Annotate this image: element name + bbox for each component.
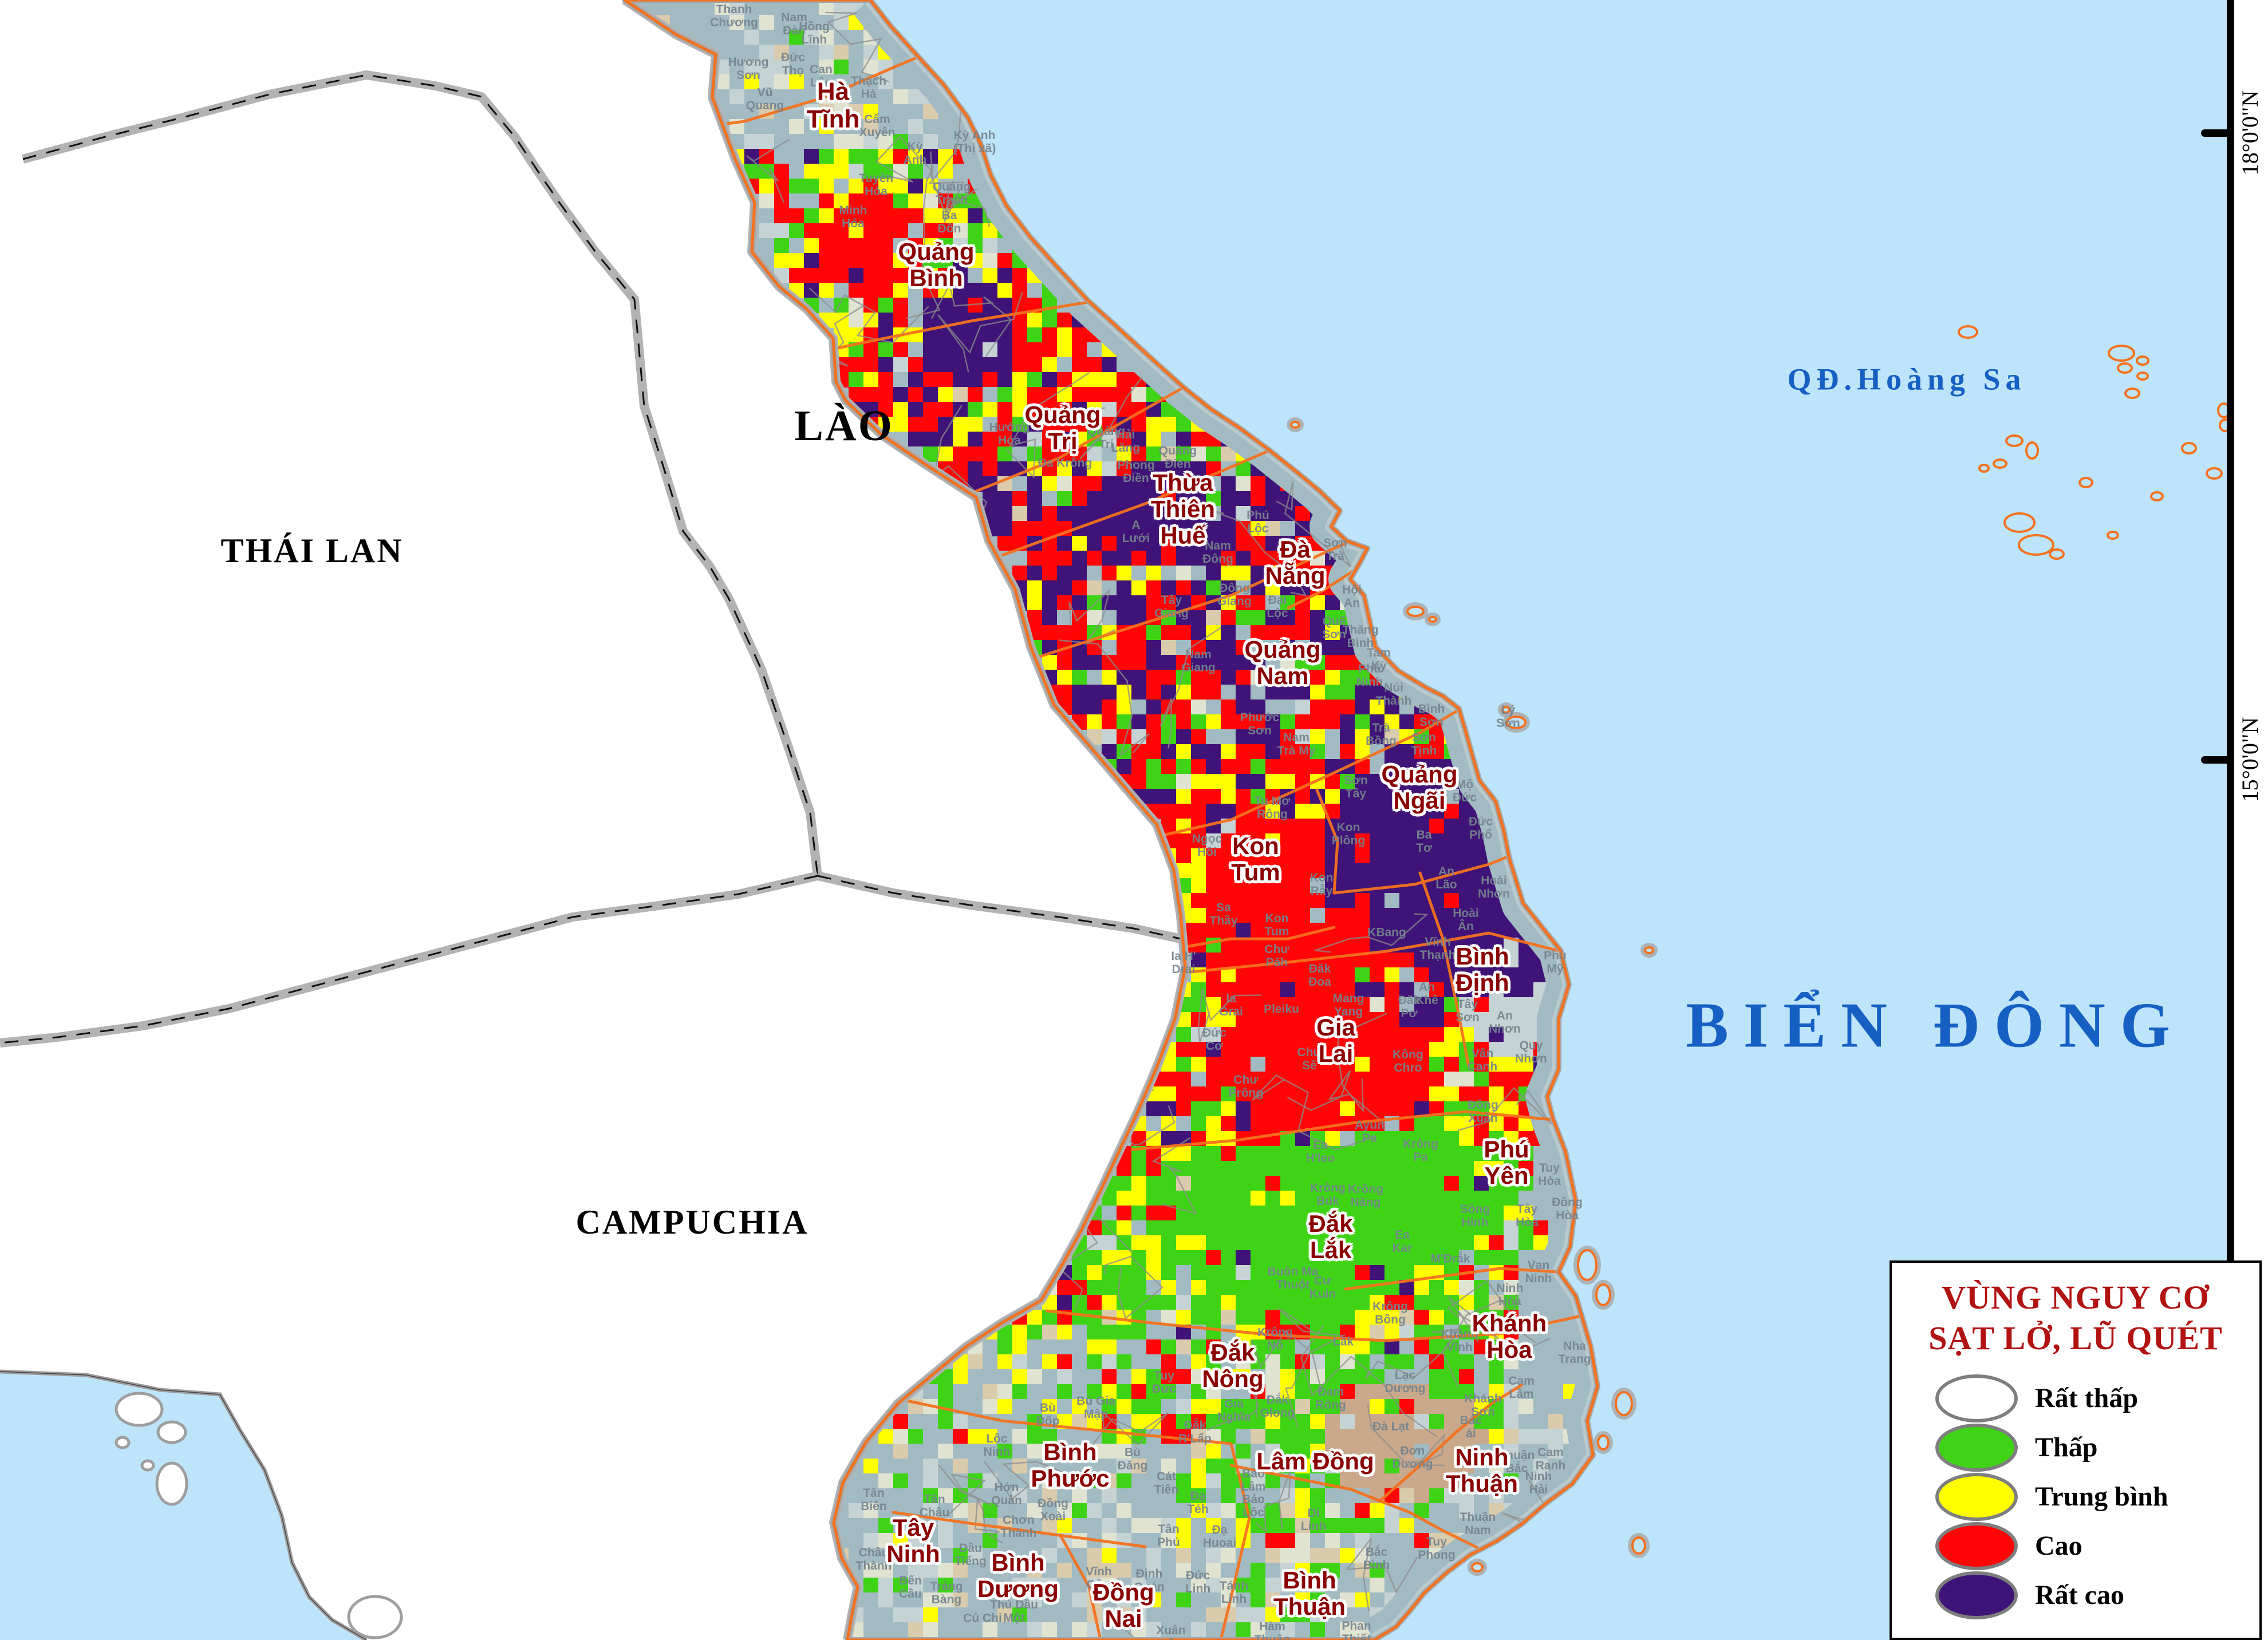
legend-swatch-ellipse	[1935, 1571, 2018, 1619]
legend-swatch-ellipse	[1935, 1472, 2018, 1521]
legend-swatch-ellipse	[1935, 1374, 2018, 1422]
legend-title-line1: VÙNG NGUY CƠ	[1942, 1279, 2210, 1316]
island-glow	[1592, 1280, 1615, 1310]
coastal-island	[1506, 716, 1527, 729]
international-border	[0, 871, 819, 1048]
coastal-island	[1644, 946, 1654, 954]
island-glow	[1640, 943, 1658, 958]
latitude-tick	[2201, 756, 2230, 764]
legend-swatch-ellipse	[1935, 1423, 2018, 1472]
coastal-island	[1290, 421, 1300, 429]
vietnam-coastline	[623, 0, 1599, 1640]
east-sea	[870, 0, 2268, 1640]
hoang-sa-island	[2136, 372, 2149, 381]
coastal-island	[1597, 1434, 1610, 1451]
hoang-sa-island	[2181, 442, 2197, 455]
latitude-label: 15°0'0"N	[2237, 717, 2263, 803]
island-glow	[1611, 1388, 1636, 1420]
gulf-island	[155, 1461, 188, 1506]
legend-item-label: Trung bình	[2035, 1481, 2168, 1512]
legend-item-label: Rất cao	[2035, 1580, 2124, 1610]
hoang-sa-island	[2018, 534, 2054, 556]
gulf-island	[156, 1420, 187, 1444]
coastal-island	[1428, 616, 1437, 623]
coastal-island	[1615, 1391, 1633, 1416]
gulf-island	[347, 1595, 403, 1639]
hoang-sa-island	[1993, 459, 2007, 469]
legend-box: VÙNG NGUY CƠ SẠT LỞ, LŨ QUÉT Rất thấp Th…	[1890, 1260, 2262, 1640]
hoang-sa-island	[2078, 477, 2093, 488]
island-glow	[1425, 612, 1441, 626]
hoang-sa-island	[1978, 464, 1990, 473]
island-glow	[1498, 702, 1514, 717]
international-border-dash	[817, 875, 1181, 940]
island-glow	[1573, 1246, 1601, 1285]
hoang-sa-island	[2049, 548, 2065, 560]
international-border	[21, 70, 822, 876]
legend-row: Trung bình	[1935, 1472, 2259, 1522]
hoang-sa-island	[2107, 531, 2119, 540]
coastal-island	[1631, 1536, 1646, 1555]
hoang-sa-island	[2206, 467, 2223, 480]
island-glow	[1593, 1431, 1613, 1454]
legend-row: Rất thấp	[1935, 1374, 2259, 1423]
legend-title-line2: SẠT LỞ, LŨ QUÉT	[1928, 1319, 2223, 1357]
island-glow	[1403, 602, 1428, 621]
gulf-island	[140, 1459, 155, 1472]
legend-swatch-ellipse	[1935, 1522, 2018, 1570]
island-glow	[1287, 417, 1304, 432]
latitude-tick	[2201, 129, 2230, 137]
coastal-island	[1501, 706, 1510, 714]
legend-item-label: Cao	[2035, 1531, 2082, 1561]
hoang-sa-island	[2005, 434, 2024, 447]
island-glow	[1468, 1559, 1487, 1576]
hoang-sa-island	[2136, 355, 2149, 366]
hoang-sa-island	[2117, 362, 2133, 374]
island-glow	[1502, 712, 1530, 733]
gulf-of-thailand-sea	[0, 1372, 366, 1640]
hoang-sa-island	[2124, 388, 2140, 399]
hoang-sa-island	[2003, 512, 2036, 533]
legend-title: VÙNG NGUY CƠ SẠT LỞ, LŨ QUÉT	[1892, 1278, 2259, 1359]
legend-row: Thấp	[1935, 1423, 2259, 1472]
hoang-sa-island	[2025, 441, 2039, 460]
coastal-island	[1577, 1249, 1598, 1281]
hoang-sa-island	[2150, 491, 2164, 501]
legend-item-label: Thấp	[2035, 1432, 2098, 1463]
coastal-island	[1406, 606, 1425, 617]
coastal-island	[1471, 1562, 1484, 1572]
gulf-island	[115, 1436, 131, 1449]
legend-items: Rất thấp Thấp Trung bình Cao Rất cao	[1892, 1374, 2259, 1620]
hoang-sa-island	[2108, 345, 2135, 362]
map-frame-line	[2227, 0, 2234, 1640]
hoang-sa-island	[1958, 325, 1978, 339]
legend-row: Cao	[1935, 1522, 2259, 1571]
cambodia-coastline-detail	[0, 1371, 367, 1640]
legend-item-label: Rất thấp	[2035, 1383, 2139, 1413]
coastal-island	[1595, 1283, 1611, 1306]
latitude-label: 18°0'0"N	[2237, 90, 2263, 176]
legend-row: Rất cao	[1935, 1571, 2259, 1620]
island-glow	[1628, 1533, 1650, 1558]
gulf-island	[115, 1392, 164, 1427]
